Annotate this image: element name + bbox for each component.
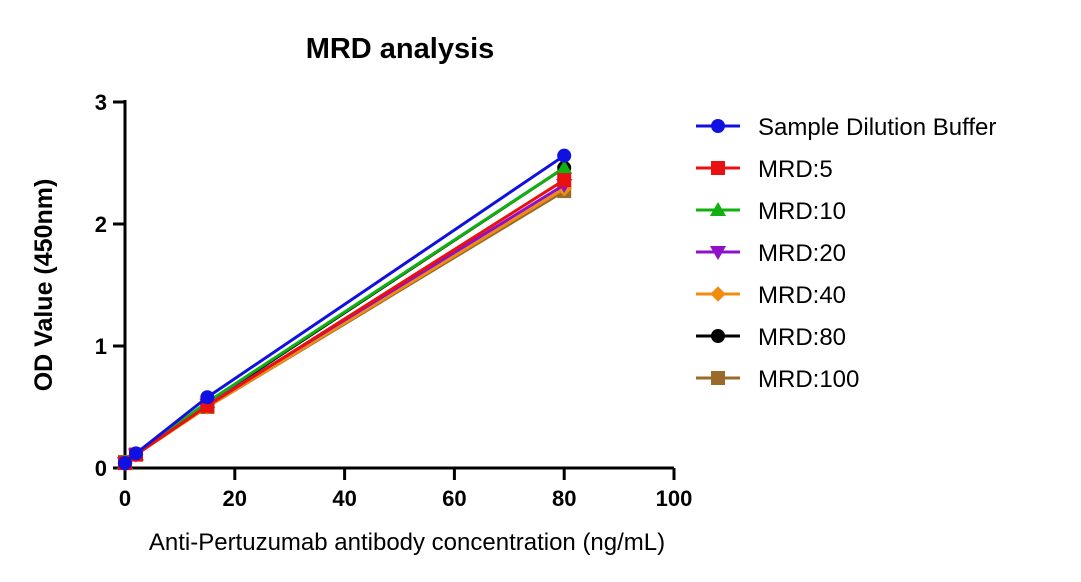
- legend-item-5: MRD:40: [696, 282, 846, 309]
- data-point: [557, 148, 572, 163]
- series-5: [117, 180, 572, 471]
- legend-label: MRD:100: [758, 366, 859, 393]
- legend-label: MRD:10: [758, 198, 846, 225]
- y-tick-label: 2: [95, 212, 107, 237]
- legend-item-4: MRD:20: [696, 240, 846, 267]
- data-point: [557, 173, 572, 188]
- legend-item-3: MRD:10: [696, 198, 846, 225]
- series-line: [124, 154, 566, 465]
- x-tick-label: 100: [656, 486, 693, 511]
- legend-item-7: MRD:100: [696, 366, 859, 393]
- legend-marker: [711, 329, 725, 343]
- series-1: [118, 148, 572, 471]
- data-point: [200, 390, 215, 405]
- data-point: [128, 446, 143, 461]
- legend-marker: [711, 161, 725, 175]
- legend-item-6: MRD:80: [696, 324, 846, 351]
- legend-marker: [709, 201, 727, 216]
- x-axis-label: Anti-Pertuzumab antibody concentration (…: [149, 529, 665, 556]
- chart-title: MRD analysis: [306, 33, 495, 65]
- legend-label: MRD:5: [758, 156, 833, 183]
- x-tick-label: 80: [552, 486, 576, 511]
- legend-marker: [710, 286, 726, 302]
- x-tick-label: 0: [119, 486, 131, 511]
- data-point: [118, 456, 132, 471]
- y-tick-label: 0: [95, 456, 107, 481]
- legend-label: MRD:80: [758, 324, 846, 351]
- series-line: [124, 187, 565, 465]
- legend-item-2: MRD:5: [696, 156, 833, 183]
- legend-label: MRD:20: [758, 240, 846, 267]
- y-tick-label: 3: [95, 90, 107, 115]
- legend-marker: [709, 246, 727, 261]
- data-point: [556, 159, 573, 174]
- legend-item-1: Sample Dilution Buffer: [696, 114, 996, 141]
- y-axis-label: OD Value (450nm): [30, 179, 58, 392]
- axes: 0 1 2 3 0 20 40 60 80 100: [95, 90, 693, 511]
- legend: Sample Dilution Buffer MRD:5 MRD:10 MRD:20 M…: [696, 114, 996, 393]
- y-tick-label: 1: [95, 334, 107, 359]
- legend-label: Sample Dilution Buffer: [758, 114, 996, 141]
- plot-area: [116, 148, 573, 472]
- x-tick-label: 60: [442, 486, 466, 511]
- legend-label: MRD:40: [758, 282, 846, 309]
- series-line: [124, 189, 565, 464]
- x-tick-label: 20: [223, 486, 247, 511]
- legend-marker: [711, 119, 725, 133]
- legend-marker: [711, 371, 725, 385]
- x-tick-label: 40: [332, 486, 356, 511]
